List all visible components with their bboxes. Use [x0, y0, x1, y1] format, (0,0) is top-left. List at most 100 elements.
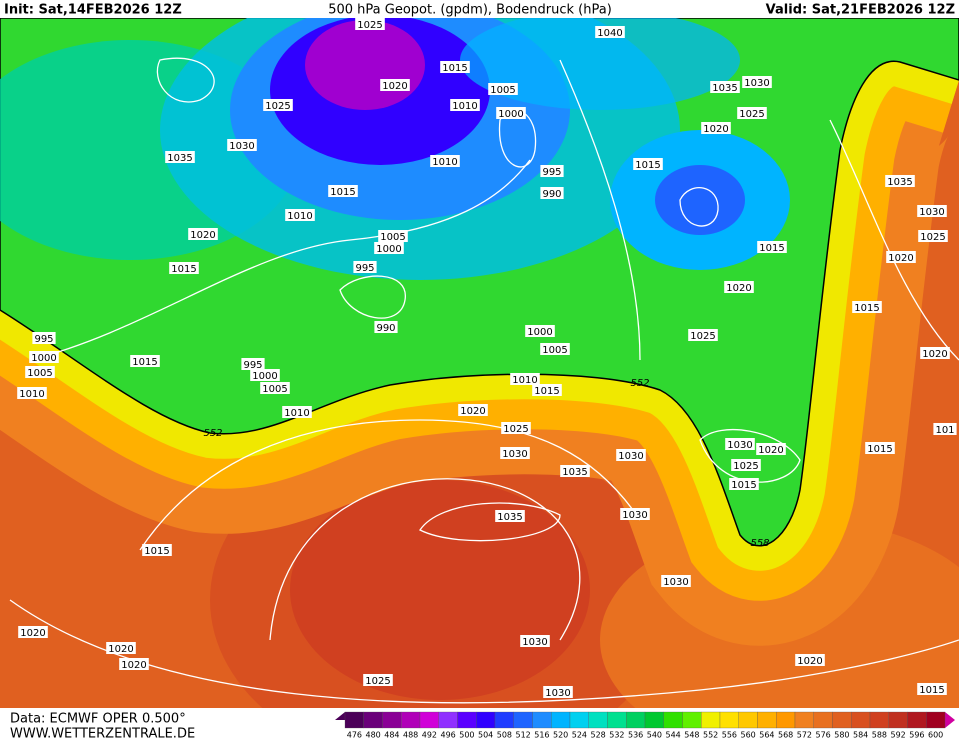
isobar-label-box	[496, 107, 526, 119]
legend-label: 480	[365, 731, 380, 740]
legend-swatch	[907, 711, 927, 729]
legend-label: 592	[890, 731, 905, 740]
isobar-label-box	[363, 674, 393, 686]
isobar-label-box	[917, 205, 947, 217]
isobar-label: 1010	[284, 408, 309, 419]
isobar-label-box	[661, 575, 691, 587]
isobar-label: 1030	[229, 141, 254, 152]
legend-swatch	[626, 711, 646, 729]
isobar-label: 1020	[20, 628, 45, 639]
legend-label: 564	[759, 731, 774, 740]
isobar-label: 1020	[703, 124, 728, 135]
isobar-label: 1000	[31, 353, 56, 364]
isobar-label: 1025	[265, 101, 290, 112]
legend-label: 572	[797, 731, 812, 740]
legend-swatch	[532, 711, 552, 729]
isobar-label-box	[885, 175, 915, 187]
legend-swatch	[401, 711, 421, 729]
isobar-label-box	[616, 449, 646, 461]
isobar-label: 1035	[712, 83, 737, 94]
isobar-label: 1005	[27, 368, 52, 379]
legend-label: 580	[834, 731, 849, 740]
isobar-label-box	[119, 658, 149, 670]
contour-label: 552	[203, 428, 222, 439]
isobar-label-box	[227, 139, 257, 151]
isobar-label-box	[32, 332, 56, 344]
isobar-label-box	[17, 387, 47, 399]
isobar-label: 1015	[867, 444, 892, 455]
legend-swatch	[738, 711, 758, 729]
isobar-label-box	[378, 230, 408, 242]
isobar-label: 1030	[502, 449, 527, 460]
isobar-label-box	[440, 61, 470, 73]
isobar-label-box	[328, 185, 358, 197]
legend-swatch	[719, 711, 739, 729]
isobar-label-box	[282, 406, 312, 418]
isobar-label-box	[355, 18, 385, 30]
legend-label: 516	[534, 731, 549, 740]
isobar-label-box	[595, 26, 625, 38]
isobar-label: 1005	[490, 85, 515, 96]
isobar-label: 1005	[262, 384, 287, 395]
isobar-label: 1000	[252, 371, 277, 382]
isobar-label: 1020	[758, 445, 783, 456]
isobar-label-box	[540, 343, 570, 355]
isobar-label: 990	[376, 323, 395, 334]
isobar-label: 990	[542, 189, 561, 200]
isobar-label-box	[724, 281, 754, 293]
isobar-label-box	[701, 122, 731, 134]
isobar-label-box	[29, 351, 59, 363]
isobar-label-box	[532, 384, 562, 396]
isobar-label: 1025	[739, 109, 764, 120]
isobar-label: 1030	[618, 451, 643, 462]
isobar-label: 1025	[920, 232, 945, 243]
legend-swatch	[569, 711, 589, 729]
isobar-label: 1020	[460, 406, 485, 417]
isobar-label-box	[500, 447, 530, 459]
isobar-label-box	[241, 358, 265, 370]
isobar-label: 995	[34, 334, 53, 345]
valid-time: Valid: Sat,21FEB2026 12Z	[766, 3, 955, 18]
isobar-label-box	[852, 301, 882, 313]
legend-label: 540	[647, 731, 662, 740]
isobar-label-box	[742, 76, 772, 88]
legend-label: 484	[384, 731, 399, 740]
isobar-label-box	[380, 79, 410, 91]
isobar-label: 995	[355, 263, 374, 274]
isobar-label: 1025	[733, 461, 758, 472]
isobar-label-box	[520, 635, 550, 647]
legend-label: 584	[853, 731, 868, 740]
legend-swatch	[776, 711, 796, 729]
legend-swatch	[701, 711, 721, 729]
legend-swatch	[888, 711, 908, 729]
legend-label: 524	[572, 731, 587, 740]
isobar-label-box	[729, 478, 759, 490]
legend-label: 496	[440, 731, 455, 740]
isobar-label: 1015	[635, 160, 660, 171]
isobar-label-box	[920, 347, 950, 359]
isobar-label-box	[374, 321, 398, 333]
isobar-label-box	[430, 155, 460, 167]
contour-label: 552	[630, 378, 649, 389]
data-source: Data: ECMWF OPER 0.500°	[10, 712, 186, 727]
legend-label: 544	[665, 731, 680, 740]
isobar-label: 1005	[380, 232, 405, 243]
legend-swatch	[457, 711, 477, 729]
legend-swatch	[438, 711, 458, 729]
isobar-label-box	[633, 158, 663, 170]
isobar-label: 1040	[597, 28, 622, 39]
isobar-label-box	[757, 241, 787, 253]
isobar-label-box	[886, 251, 916, 263]
isobar-label-box	[865, 442, 895, 454]
isobar-label-box	[540, 187, 564, 199]
legend-label: 488	[403, 731, 418, 740]
isobar-label: 1010	[287, 211, 312, 222]
isobar-label-box	[725, 438, 755, 450]
isobar-label: 1020	[108, 644, 133, 655]
isobar-label-box	[165, 151, 195, 163]
isobar-label-box	[560, 465, 590, 477]
isobar-label-box	[450, 99, 480, 111]
legend-label: 596	[909, 731, 924, 740]
isobar-label: 995	[243, 360, 262, 371]
